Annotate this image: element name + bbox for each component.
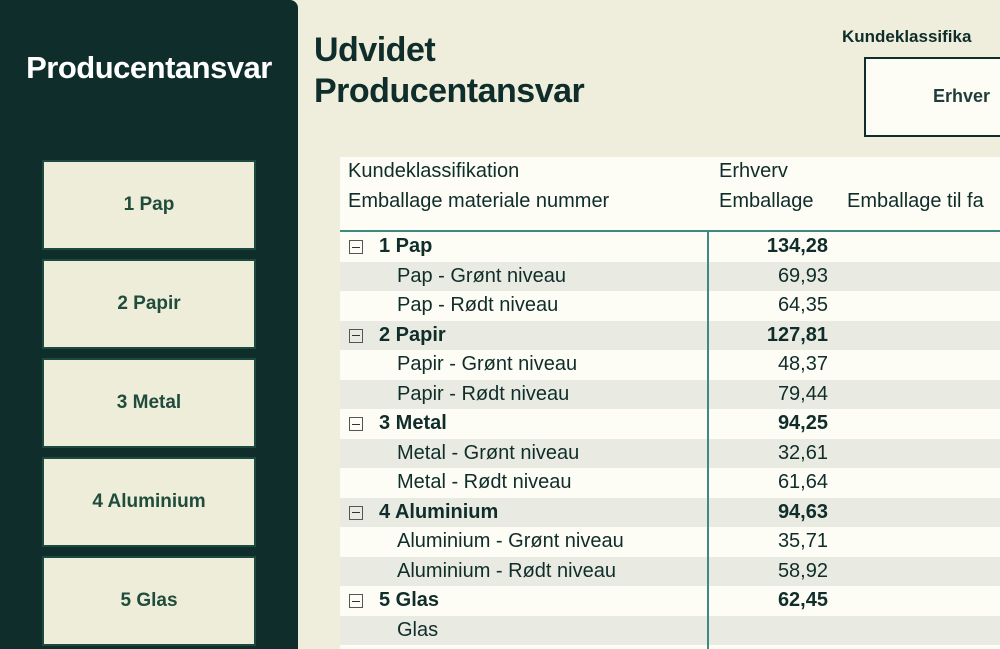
row-label: Papir - Grønt niveau (397, 353, 578, 375)
detail-row: Pap - Rødt niveau 64,35 (340, 291, 1000, 321)
row-value: 62,45 (777, 589, 828, 611)
detail-row: Pap - Grønt niveau 69,93 (340, 261, 1000, 291)
slicer-button[interactable]: 5 Glas (42, 556, 256, 646)
row-value: 61,64 (777, 471, 828, 493)
slicer-button[interactable]: 1 Pap (42, 160, 256, 250)
detail-row: Papir - Rødt niveau 79,44 (340, 379, 1000, 409)
column-divider (707, 230, 709, 649)
row-label: 2 Papir (379, 323, 446, 346)
header-label: Kundeklassifikation (348, 160, 520, 182)
title-line: Producentansvar (314, 72, 585, 110)
slicer-button[interactable]: 4 Aluminium (42, 457, 256, 547)
collapse-icon[interactable] (349, 240, 363, 254)
collapse-icon[interactable] (349, 505, 363, 520)
row-label: Pap - Grønt niveau (397, 264, 566, 287)
row-label: Aluminium - Rødt niveau (397, 559, 616, 582)
row-value: 94,25 (777, 412, 828, 434)
row-label: Pap - Rødt niveau (397, 294, 559, 316)
row-label: Glas (397, 618, 439, 641)
row-value: 48,37 (777, 353, 828, 375)
collapse-icon[interactable] (349, 417, 363, 431)
row-value: 35,71 (777, 530, 828, 552)
row-value: 64,35 (777, 294, 828, 316)
group-row: 1 Pap 134,28 (340, 232, 1000, 262)
row-value: 94,63 (777, 500, 828, 523)
slicer-button[interactable]: 3 Metal (42, 358, 256, 448)
row-value: 127,81 (766, 323, 828, 346)
row-value: 69,93 (777, 264, 828, 287)
row-label: Papir - Rødt niveau (397, 382, 570, 405)
slicer-button[interactable]: 2 Papir (42, 259, 256, 349)
column-header: Emballage (719, 189, 814, 212)
row-value: 79,44 (777, 382, 828, 405)
group-row: 5 Glas 62,45 (340, 586, 1000, 616)
detail-row: Aluminium - Rødt niveau 58,92 (340, 556, 1000, 586)
row-value: 32,61 (777, 441, 828, 464)
collapse-icon[interactable] (349, 328, 363, 343)
collapse-icon[interactable] (349, 594, 363, 608)
detail-row: Aluminium - Grønt niveau 35,71 (340, 527, 1000, 557)
title-line: Udvidet (314, 31, 436, 69)
row-label: 4 Aluminium (379, 500, 499, 523)
row-value: 58,92 (777, 559, 828, 582)
slicer-option[interactable]: Erhver (933, 86, 991, 106)
page-title: Udvidet Producentansvar (314, 30, 585, 112)
group-row: 4 Aluminium 94,63 (340, 497, 1000, 527)
slicer-label: Kundeklassifika (842, 27, 972, 46)
detail-row: Papir - Grønt niveau 48,37 (340, 350, 1000, 380)
detail-row: Metal - Grønt niveau 32,61 (340, 438, 1000, 468)
row-label: Metal - Grønt niveau (397, 441, 580, 464)
header-rule (340, 230, 1000, 232)
column-header: Emballage til fa (847, 189, 984, 212)
detail-row: Metal - Rødt niveau 61,64 (340, 468, 1000, 498)
slicer-box[interactable] (864, 57, 1000, 137)
header-value: Erhverv (719, 160, 788, 182)
row-label: Aluminium - Grønt niveau (397, 530, 624, 552)
row-label: 3 Metal (379, 412, 447, 434)
detail-row: Glas (340, 615, 1000, 645)
row-label: Metal - Rødt niveau (397, 471, 572, 493)
row-label: 1 Pap (379, 235, 433, 257)
group-row: 2 Papir 127,81 (340, 320, 1000, 350)
matrix-table: Kundeklassifikation Erhverv Emballage mate… (340, 157, 1000, 649)
column-header: Emballage materiale nummer (348, 189, 610, 212)
group-row: 3 Metal 94,25 (340, 409, 1000, 439)
row-label: 5 Glas (379, 589, 440, 611)
sidebar-title: Producentansvar (26, 50, 272, 85)
row-value: 134,28 (766, 235, 828, 257)
